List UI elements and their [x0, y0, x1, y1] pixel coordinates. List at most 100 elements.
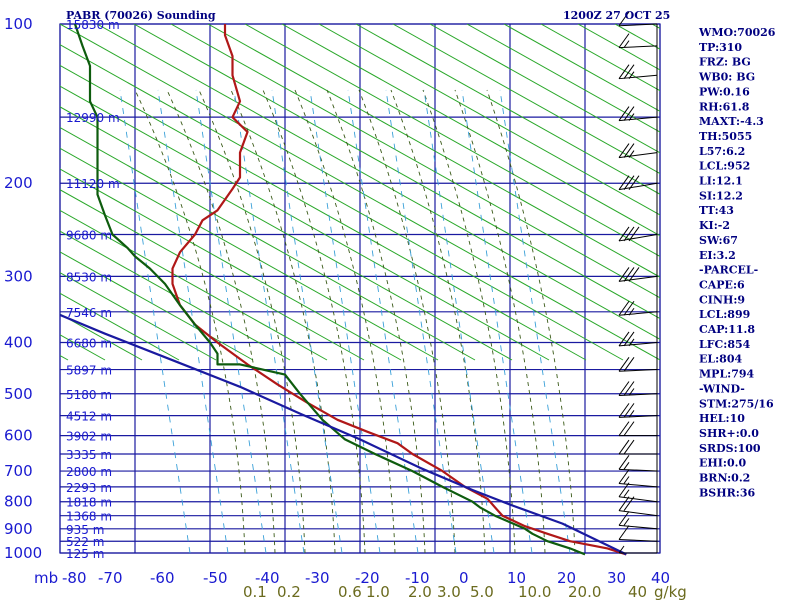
index-line: -WIND- [699, 382, 745, 395]
temperature-tick-label: -50 [203, 569, 228, 587]
wind-barb [618, 439, 657, 455]
wind-barb-flag [623, 300, 635, 316]
temperature-tick-label: -10 [405, 569, 430, 587]
wind-barb-flag [623, 175, 635, 190]
wind-barb-staff [618, 152, 658, 159]
dry-adiabat [60, 147, 439, 361]
wind-barb-flag [618, 525, 630, 540]
wind-barb-flag [623, 331, 635, 347]
mixing-ratio-label: 0.6 [338, 583, 362, 600]
wind-barb-staff [618, 23, 658, 27]
wind-barb-flag [618, 33, 630, 48]
temperature-tick-label: -20 [355, 569, 380, 587]
wind-barb-staff [618, 341, 658, 347]
index-line: BSHR:36 [699, 486, 755, 499]
series-dewpoint [73, 24, 586, 556]
wind-barb-flag [623, 421, 635, 436]
wind-barb-flag [623, 267, 635, 282]
wind-barb-flag [618, 496, 630, 511]
pressure-tick-label: 700 [4, 462, 33, 480]
wind-barb [618, 403, 658, 418]
wind-barb-flag [623, 403, 635, 418]
wind-barb [618, 33, 658, 49]
index-line: MAXT:-4.3 [699, 115, 764, 128]
mixing-ratio-label: 20.0 [568, 583, 601, 600]
mixing-ratio-label: g/kg [654, 583, 687, 600]
wind-barb-flag [618, 175, 630, 190]
wind-barb-staff [618, 45, 658, 49]
index-line: EHI:0.0 [699, 457, 746, 470]
wind-barb [618, 226, 658, 242]
wind-barb-flag [618, 455, 630, 470]
height-label: 7546 m [66, 306, 112, 320]
wind-barb-flag [618, 469, 630, 484]
wind-barb-half [618, 545, 625, 554]
index-line: LCL:952 [699, 160, 750, 173]
wind-barb-staff [618, 468, 658, 472]
height-label: 5180 m [66, 388, 112, 402]
pressure-tick-label: 100 [4, 15, 33, 33]
wind-barb [618, 300, 658, 316]
dry-adiabat [60, 127, 476, 361]
index-line: BRN:0.2 [699, 472, 750, 485]
wind-barb [618, 511, 658, 530]
dry-adiabat [60, 44, 624, 361]
height-label: 3902 m [66, 430, 112, 444]
wind-barb-staff [618, 369, 658, 372]
index-line: TT:43 [699, 204, 734, 217]
wind-barb [618, 421, 657, 437]
temperature-tick-label: 20 [557, 569, 576, 587]
height-label: 6680 m [66, 336, 112, 350]
index-line: CAPE:6 [699, 278, 745, 291]
height-label: 15830 m [66, 18, 120, 32]
dry-adiabat [503, 24, 660, 112]
temperature-tick-label: 30 [607, 569, 626, 587]
wind-barb [618, 496, 658, 517]
mixing-ratio-label: 10.0 [518, 583, 551, 600]
temperature-tick-label: -70 [98, 569, 123, 587]
wind-barb [618, 175, 658, 191]
index-line: LI:12.1 [699, 175, 743, 188]
wind-barb-staff [618, 538, 658, 542]
moist-adiabat [390, 89, 486, 554]
moist-adiabat [454, 89, 546, 554]
wind-barb-half [623, 462, 630, 470]
wind-barb-half [623, 40, 630, 48]
index-line: EL:804 [699, 353, 742, 366]
wind-barb-staff [618, 393, 658, 396]
wind-barb-half [623, 489, 630, 498]
dry-adiabat [466, 24, 660, 133]
index-line: SI:12.2 [699, 189, 743, 202]
index-line: LFC:854 [699, 338, 751, 351]
temperature-tick-label: -60 [150, 569, 175, 587]
wind-barb-flag [618, 267, 630, 282]
index-line: TH:5055 [699, 130, 752, 143]
index-line: RH:61.8 [699, 100, 750, 113]
wind-barb-flag [623, 356, 635, 372]
index-line: FRZ: BG [699, 56, 751, 69]
wind-barb-flag [623, 64, 635, 79]
wind-barb-staff [618, 311, 658, 316]
wind-barb-half [628, 307, 635, 316]
wind-barb-half [628, 410, 635, 418]
series-temperature [171, 24, 627, 556]
wind-barb-flag [628, 226, 640, 242]
moist-adiabat [262, 89, 366, 554]
wind-barb-flag [618, 300, 630, 316]
wind-barb-flag [628, 175, 640, 190]
height-label: 2800 m [66, 465, 112, 479]
mixing-ratio-label: 2.0 [408, 583, 432, 600]
wind-barb [618, 482, 658, 503]
index-line: CAP:11.8 [699, 323, 755, 336]
wind-barb-flag [623, 439, 635, 455]
height-label: 125 m [66, 547, 104, 561]
dry-adiabat [60, 272, 217, 361]
wind-barb-flag [618, 403, 630, 418]
wind-barb-staff [618, 524, 658, 530]
dry-adiabat [60, 24, 660, 361]
x-unit-label: mb [34, 569, 58, 587]
wind-barb-flag [618, 356, 630, 372]
dry-adiabat [60, 292, 180, 361]
